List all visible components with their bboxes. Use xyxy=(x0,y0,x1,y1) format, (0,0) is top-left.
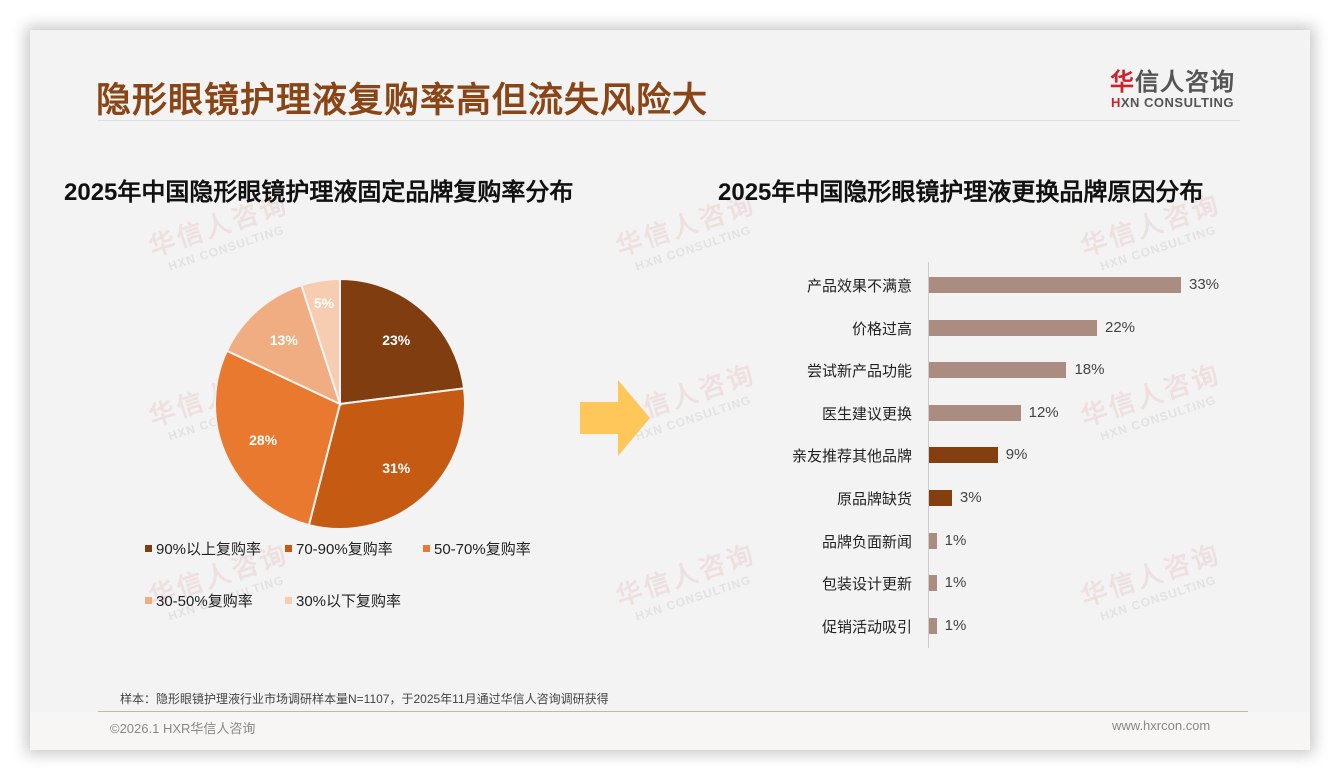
bar xyxy=(929,490,952,506)
legend-label: 30-50%复购率 xyxy=(156,593,253,610)
legend-item: 50-70%复购率 xyxy=(423,538,531,559)
bar-category-label: 品牌负面新闻 xyxy=(821,533,912,551)
legend-swatch xyxy=(285,544,292,552)
bar xyxy=(929,277,1181,293)
pie-slice xyxy=(214,349,342,527)
legend-swatch xyxy=(423,544,430,552)
repurchase-pie-chart: 23% 31% 28% 13% 5% xyxy=(214,277,466,530)
legend-label: 50-70%复购率 xyxy=(434,541,531,558)
bar-category-label: 亲友推荐其他品牌 xyxy=(791,448,912,466)
logo-cn-accent: 华 xyxy=(1110,69,1135,96)
bar-category-label: 产品效果不满意 xyxy=(806,278,912,295)
legend-label: 70-90%复购率 xyxy=(296,541,393,558)
pie-slice xyxy=(339,277,466,406)
legend-label: 30%以下复购率 xyxy=(296,593,402,610)
pie-slice xyxy=(225,283,342,406)
bar-category-label: 促销活动吸引 xyxy=(821,618,912,636)
footer-bar xyxy=(30,712,1310,750)
logo-cn-rest: 信人咨询 xyxy=(1135,69,1235,96)
logo-en-accent: H xyxy=(1110,95,1121,110)
pie-slice-label: 31% xyxy=(382,460,411,476)
bar-value-label: 22% xyxy=(1105,318,1136,336)
legend-item: 30-50%复购率 xyxy=(145,590,253,611)
pie-slice-label: 13% xyxy=(270,332,299,348)
pie-slice-label: 28% xyxy=(249,432,278,448)
legend-swatch xyxy=(145,596,152,604)
bar-value-label: 1% xyxy=(944,574,967,592)
logo-en: HXN CONSULTING xyxy=(1110,95,1235,110)
footer-divider xyxy=(98,711,1248,712)
bar-category-label: 原品牌缺货 xyxy=(836,491,912,508)
bar-value-label: 33% xyxy=(1189,276,1220,293)
bar-value-label: 3% xyxy=(959,489,982,506)
bar xyxy=(929,319,1097,336)
right-arrow-icon xyxy=(580,380,650,456)
bar-category-label: 尝试新产品功能 xyxy=(806,363,912,381)
pie-chart-title: 2025年中国隐形眼镜护理液固定品牌复购率分布 xyxy=(64,179,574,206)
bar-value-label: 18% xyxy=(1074,361,1105,379)
legend-label: 90%以上复购率 xyxy=(156,541,262,558)
logo-cn: 华信人咨询 xyxy=(1110,62,1235,97)
bar-axis-line xyxy=(928,262,929,648)
website-link[interactable]: www.hxrcon.com xyxy=(1112,718,1211,733)
bar-category-label: 价格过高 xyxy=(851,320,912,338)
bar-value-label: 12% xyxy=(1028,403,1059,421)
legend-item: 70-90%复购率 xyxy=(285,538,393,559)
bar xyxy=(929,404,1021,421)
legend-swatch xyxy=(285,596,292,604)
pie-slice xyxy=(300,277,341,405)
pie-slice-label: 23% xyxy=(382,332,411,348)
legend-swatch xyxy=(145,544,152,552)
page-title: 隐形眼镜护理液复购率高但流失风险大 xyxy=(96,81,709,120)
slide: 隐形眼镜护理液复购率高但流失风险大 华信人咨询 HXN CONSULTING 华… xyxy=(30,30,1310,750)
bar-chart-title: 2025年中国隐形眼镜护理液更换品牌原因分布 xyxy=(718,179,1204,206)
brand-logo: 华信人咨询 HXN CONSULTING xyxy=(1110,62,1235,110)
bar-category-label: 医生建议更换 xyxy=(821,405,912,423)
logo-en-rest: XN CONSULTING xyxy=(1120,95,1235,110)
sample-note: 样本：隐形眼镜护理液行业市场调研样本量N=1107，于2025年11月通过华信人… xyxy=(120,692,609,706)
bar xyxy=(929,362,1067,379)
title-divider xyxy=(98,120,1240,121)
bar-category-label: 包装设计更新 xyxy=(821,576,912,594)
pie-slice xyxy=(307,387,466,530)
pie-slice-label: 5% xyxy=(314,295,335,311)
bar xyxy=(929,447,998,464)
bar-value-label: 1% xyxy=(944,616,967,634)
bar-value-label: 1% xyxy=(944,531,967,549)
legend-item: 30%以下复购率 xyxy=(285,590,401,611)
bar xyxy=(929,532,937,549)
copyright: ©2026.1 HXR华信人咨询 xyxy=(110,721,256,736)
legend-item: 90%以上复购率 xyxy=(145,538,261,559)
bar xyxy=(929,617,937,634)
bar xyxy=(929,575,937,592)
bar-value-label: 9% xyxy=(1005,446,1028,464)
